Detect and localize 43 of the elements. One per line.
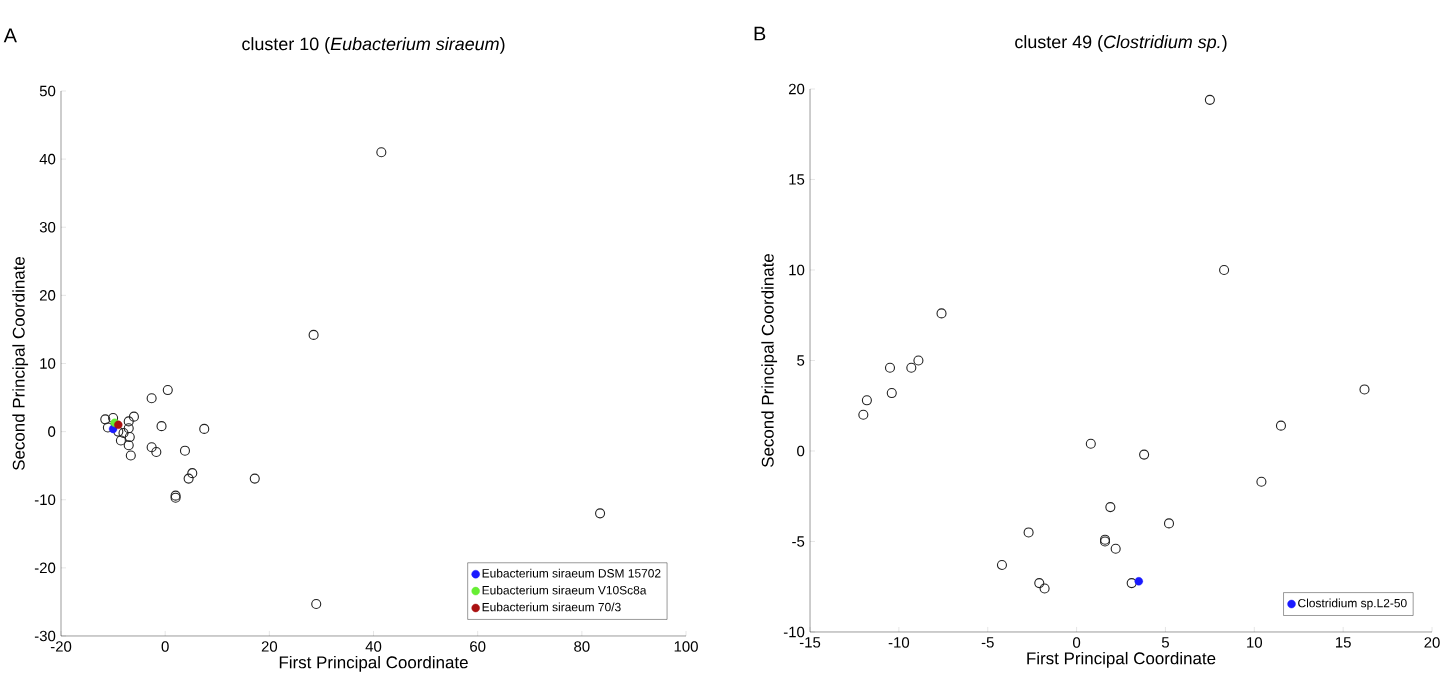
y-tick-label: -20 xyxy=(34,562,56,574)
x-tick-label: 0 xyxy=(1073,637,1081,648)
y-tick-label: -10 xyxy=(783,626,805,638)
y-tick-label: 30 xyxy=(39,221,56,233)
chart-title: cluster 10 (Eubacterium siraeum) xyxy=(242,37,505,54)
y-tick-label: -5 xyxy=(792,536,805,547)
y-axis-title: Second Principal Coordinate xyxy=(12,256,29,471)
x-tick-label: 100 xyxy=(674,641,698,652)
legend-label: Clostridium sp.L2-50 xyxy=(1298,598,1407,610)
y-tick-label: 40 xyxy=(39,153,56,165)
y-tick-label: 20 xyxy=(788,83,805,95)
x-tick-label: 80 xyxy=(574,641,590,652)
x-tick-label: 40 xyxy=(365,641,382,652)
x-tick-label: 0 xyxy=(161,641,169,652)
x-tick-label: 20 xyxy=(261,641,278,652)
y-tick-label: 10 xyxy=(789,264,805,276)
y-tick-label: 15 xyxy=(789,174,805,185)
y-tick-label: -30 xyxy=(34,630,56,642)
x-tick-label: 15 xyxy=(1335,637,1351,648)
x-tick-label: 60 xyxy=(470,641,486,652)
y-tick-label: 50 xyxy=(39,85,56,97)
x-tick-label: -5 xyxy=(981,637,994,648)
x-tick-label: 10 xyxy=(1247,637,1263,648)
chart-title: cluster 49 (Clostridium sp.) xyxy=(1015,35,1227,52)
y-tick-label: 10 xyxy=(40,358,56,369)
y-axis-title: Second Principal Coordinate xyxy=(761,253,778,468)
text: A xyxy=(3,28,17,43)
x-axis-title: First Principal Coordinate xyxy=(279,655,468,672)
y-tick-label: 0 xyxy=(48,426,56,437)
x-tick-label: -20 xyxy=(50,641,72,652)
legend-label: Eubacterium siraeum DSM 15702 xyxy=(482,568,661,578)
x-tick-label: -15 xyxy=(799,637,821,648)
legend-label: Eubacterium siraeum 70/3 xyxy=(482,602,621,612)
legend-label: Eubacterium siraeum V10Sc8a xyxy=(482,585,647,595)
y-tick-label: 0 xyxy=(797,445,805,457)
y-tick-label: -10 xyxy=(34,494,56,506)
x-tick-label: 5 xyxy=(1161,637,1169,648)
x-tick-label: 20 xyxy=(1424,637,1440,648)
y-tick-label: 5 xyxy=(797,355,805,366)
x-tick-label: -10 xyxy=(888,637,910,648)
x-axis-title: First Principal Coordinate xyxy=(1027,651,1216,668)
y-tick-label: 20 xyxy=(39,290,56,301)
text: B xyxy=(754,26,766,41)
